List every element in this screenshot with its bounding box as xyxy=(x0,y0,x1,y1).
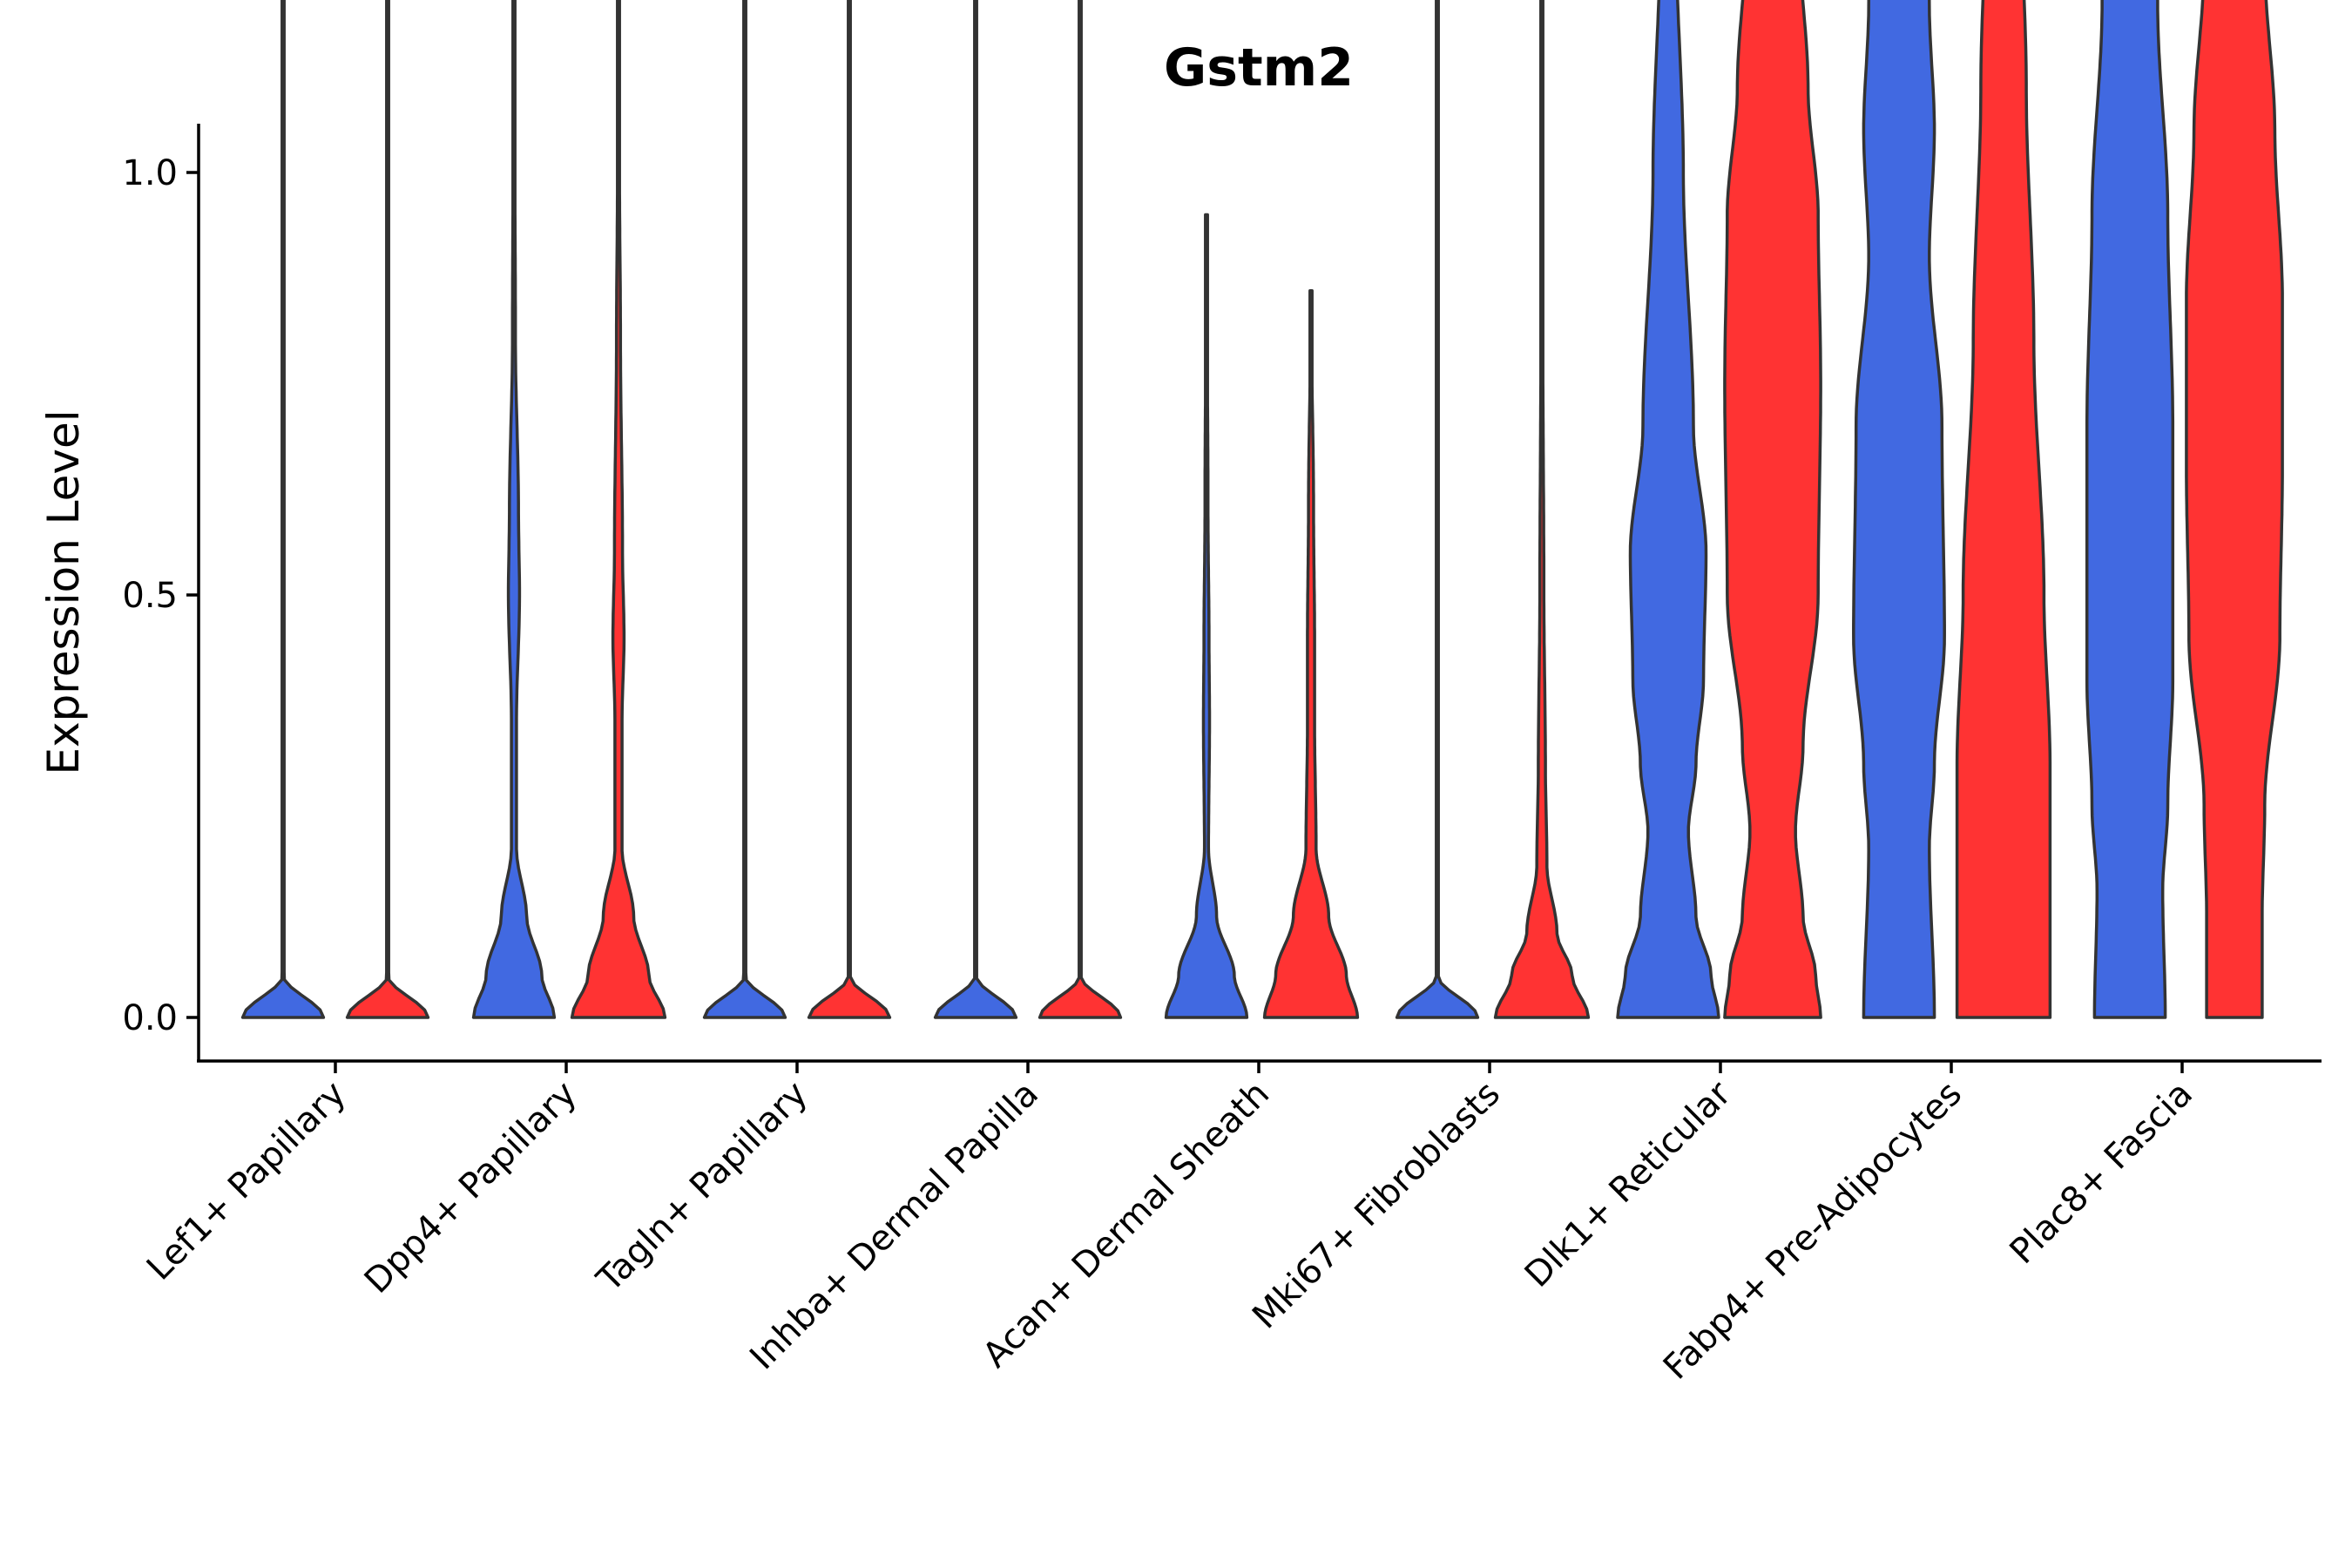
x-tick-label: Plac8+ Fascia xyxy=(2003,1074,2201,1273)
x-tick-label: Lef1+ Papillary xyxy=(139,1074,354,1288)
violin-group1-8 xyxy=(1852,0,1946,1019)
x-tick-label: Dlk1+ Reticular xyxy=(1517,1073,1740,1295)
violin-group xyxy=(240,0,2284,1019)
violin-group2-1 xyxy=(345,0,430,1019)
y-tick-label: 0.5 xyxy=(122,576,178,616)
violin-group1-2 xyxy=(471,0,557,1019)
x-tick-label: Mki67+ Fibroblasts xyxy=(1245,1074,1508,1337)
x-tick-label: Tagln+ Papillary xyxy=(589,1074,815,1301)
chart-title: Gstm2 xyxy=(1164,37,1354,98)
y-tick-label: 1.0 xyxy=(122,153,178,193)
violin-group1-9 xyxy=(2085,0,2175,1019)
violin-group2-8 xyxy=(1955,0,2052,1019)
violin-group1-1 xyxy=(240,0,326,1019)
violin-group2-7 xyxy=(1723,0,1822,1019)
violin-group1-4 xyxy=(933,0,1018,1019)
violin-group1-6 xyxy=(1395,0,1480,1019)
violin-group1-7 xyxy=(1616,0,1720,1019)
violin-group2-9 xyxy=(2185,0,2284,1019)
x-tick-group: Lef1+ Papillary Dpp4+ Papillary Tagln+ Pap… xyxy=(139,1061,2200,1388)
violin-group2-3 xyxy=(807,0,892,1019)
violin-group1-3 xyxy=(702,0,787,1019)
x-tick-label: Dpp4+ Papillary xyxy=(357,1074,585,1301)
y-tick-label: 0.0 xyxy=(122,998,178,1038)
violin-group2-6 xyxy=(1493,0,1591,1019)
violin-group2-5 xyxy=(1262,289,1360,1019)
violin-group2-2 xyxy=(570,0,667,1019)
violin-group2-4 xyxy=(1037,0,1123,1019)
y-tick-group: 0.00.51.01.52.0 xyxy=(122,153,199,1038)
y-axis-label: Expression Level xyxy=(38,409,89,774)
violin-group1-5 xyxy=(1164,213,1249,1019)
